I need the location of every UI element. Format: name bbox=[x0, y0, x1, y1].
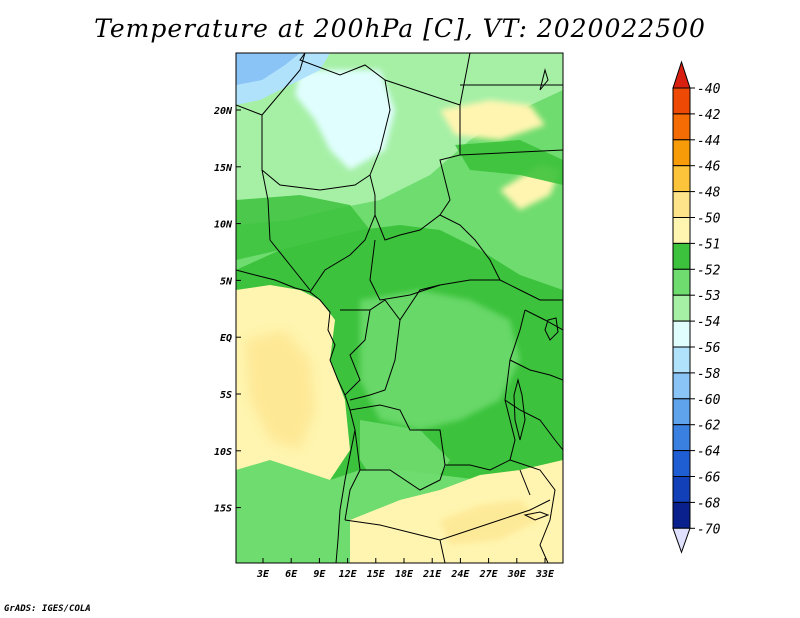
lat-label: 10N bbox=[214, 220, 233, 231]
colorbar-swatch bbox=[672, 139, 691, 167]
longitude-axis: 3E 6E 9E 12E 15E 18E 21E 24E 27E 30E 33E bbox=[256, 558, 555, 580]
map-frame bbox=[235, 52, 564, 564]
colorbar-label: -44 bbox=[697, 134, 720, 149]
colorbar-swatch bbox=[672, 242, 691, 270]
colorbar-swatch bbox=[672, 346, 691, 374]
colorbar-label: -60 bbox=[697, 393, 721, 408]
lat-label: 15S bbox=[214, 504, 232, 515]
lon-label: 24E bbox=[450, 569, 470, 580]
colorbar-swatch bbox=[672, 294, 691, 322]
grads-credit: GrADS: IGES/COLA bbox=[4, 604, 91, 614]
colorbar-swatch bbox=[672, 372, 691, 400]
colorbar-label: -52 bbox=[697, 263, 721, 278]
colorbar-swatch bbox=[672, 398, 691, 426]
lon-label: 30E bbox=[507, 569, 527, 580]
latitude-axis: 20N 15N 10N 5N EQ 5S 10S 15S bbox=[213, 106, 241, 515]
colorbar-label: -70 bbox=[697, 522, 721, 537]
colorbar-swatch bbox=[672, 217, 691, 244]
colorbar-label: -53 bbox=[697, 289, 720, 304]
colorbar-label: -66 bbox=[697, 471, 721, 486]
temperature-field bbox=[236, 53, 563, 563]
lon-label: 12E bbox=[339, 569, 358, 580]
colorbar-label: -46 bbox=[697, 160, 721, 175]
colorbar-swatch bbox=[672, 165, 691, 193]
colorbar-swatch bbox=[672, 476, 691, 503]
colorbar-label: -68 bbox=[697, 496, 721, 511]
lat-label: 15N bbox=[214, 163, 233, 174]
colorbar-label: -62 bbox=[697, 419, 721, 434]
colorbar-swatch bbox=[672, 424, 691, 452]
colorbar-label: -51 bbox=[697, 237, 720, 252]
colorbar-swatch bbox=[672, 268, 691, 296]
colorbar-label: -64 bbox=[697, 445, 720, 460]
lon-label: 33E bbox=[535, 569, 555, 580]
colorbar-label: -54 bbox=[697, 315, 720, 330]
colorbar-label: -40 bbox=[697, 82, 721, 97]
colorbar-label: -48 bbox=[697, 186, 721, 201]
colorbar-swatch bbox=[672, 450, 691, 478]
lon-label: 21E bbox=[422, 569, 442, 580]
colorbar-swatch bbox=[672, 113, 691, 141]
lat-label: EQ bbox=[220, 333, 232, 344]
country-borders bbox=[236, 53, 563, 563]
colorbar: -40 -42 -44 -46 -48 -50 -51 -52 -53 -54 -56 -58 -60 -… bbox=[672, 60, 721, 554]
lon-label: 15E bbox=[367, 569, 386, 580]
lat-label: 10S bbox=[214, 447, 232, 458]
lat-label: 5N bbox=[220, 276, 233, 287]
lon-label: 27E bbox=[479, 569, 499, 580]
colorbar-swatch bbox=[672, 501, 691, 529]
map-title: Temperature at 200hPa [C], VT: 202002250… bbox=[94, 14, 706, 43]
colorbar-swatch bbox=[672, 320, 691, 348]
lat-label: 5S bbox=[220, 390, 232, 401]
lon-label: 3E bbox=[256, 569, 270, 580]
colorbar-swatch bbox=[672, 87, 691, 115]
lon-label: 9E bbox=[313, 569, 326, 580]
colorbar-bottom-arrow bbox=[672, 527, 691, 554]
colorbar-swatch bbox=[672, 191, 691, 219]
lat-label: 20N bbox=[213, 106, 233, 117]
lon-label: 6E bbox=[285, 569, 298, 580]
colorbar-label: -50 bbox=[697, 212, 721, 227]
colorbar-label: -42 bbox=[697, 108, 721, 123]
colorbar-label: -58 bbox=[697, 367, 721, 382]
colorbar-label: -56 bbox=[697, 341, 721, 356]
lon-label: 18E bbox=[395, 569, 414, 580]
colorbar-top-arrow bbox=[672, 60, 691, 89]
